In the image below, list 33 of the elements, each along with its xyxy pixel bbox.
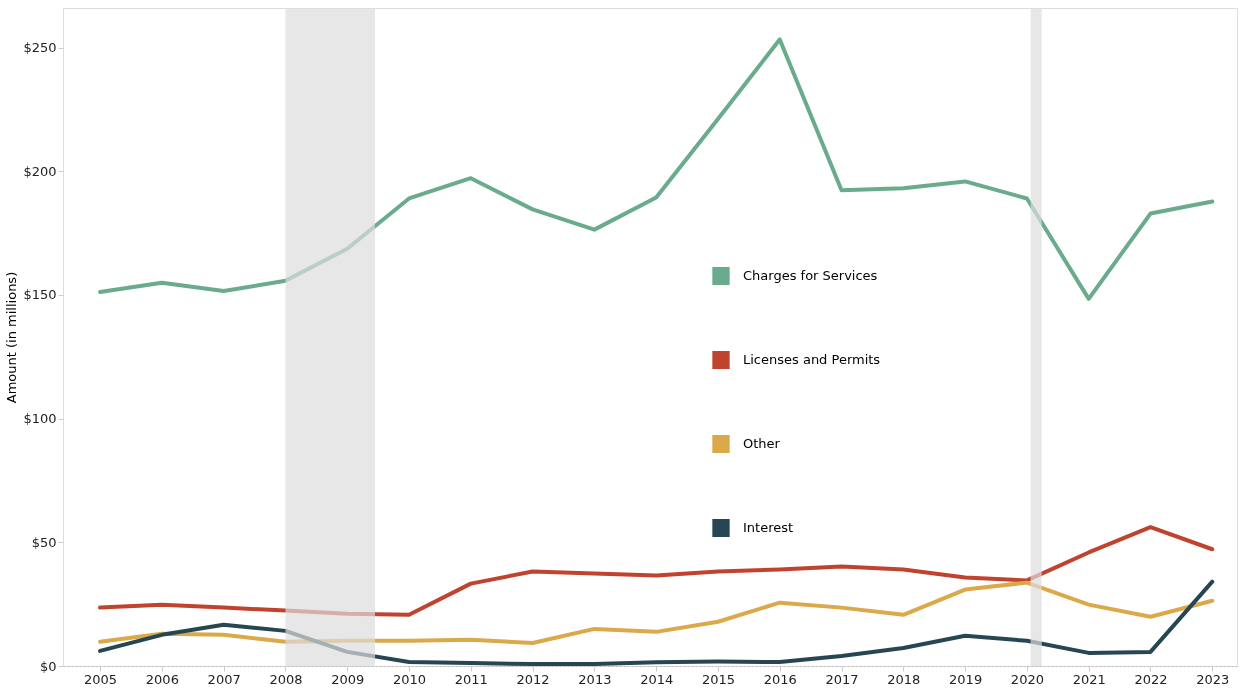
x-tick-label: 2005: [84, 671, 118, 687]
x-tick-label: 2007: [207, 671, 241, 687]
x-tick-label: 2022: [1134, 671, 1168, 687]
y-tick-label: $200: [23, 163, 57, 179]
x-tick-label: 2010: [392, 671, 427, 687]
x-tick-label: 2020: [1010, 671, 1044, 687]
x-tick-label: 2016: [763, 671, 797, 687]
line-series: [98, 525, 1215, 617]
legend-label: Interest: [743, 520, 794, 535]
legend-label: Other: [743, 436, 781, 451]
x-tick-label: 2017: [825, 671, 859, 687]
y-tick-label: $0: [39, 658, 57, 674]
x-tick-label: 2014: [640, 671, 674, 687]
y-axis-title: Amount (in millions): [4, 271, 20, 404]
x-tick-label: 2021: [1072, 671, 1106, 687]
x-tick-label: 2011: [454, 671, 488, 687]
y-tick-label: $150: [23, 287, 57, 303]
y-tick-label: $50: [31, 534, 57, 550]
x-tick-label: 2023: [1196, 671, 1230, 687]
line-series: [98, 37, 1215, 301]
x-tick-label: 2013: [578, 671, 612, 687]
line-series: [98, 579, 1215, 667]
x-tick-label: 2012: [516, 671, 550, 687]
x-tick-label: 2018: [887, 671, 921, 687]
x-tick-label: 2008: [269, 671, 303, 687]
legend-label: Licenses and Permits: [743, 352, 881, 367]
legend-label: Charges for Services: [743, 268, 878, 283]
y-tick-label: $250: [23, 40, 57, 56]
y-tick-label: $100: [23, 411, 57, 427]
x-tick-label: 2019: [949, 671, 983, 687]
x-tick-label: 2015: [701, 671, 736, 687]
x-tick-label: 2009: [331, 671, 365, 687]
x-tick-label: 2006: [145, 671, 179, 687]
